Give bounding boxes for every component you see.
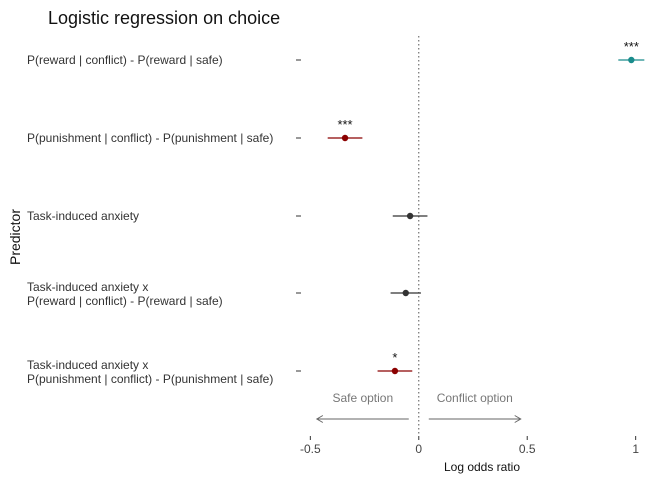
predictor-label: Task-induced anxiety bbox=[27, 209, 139, 223]
safe-option-arrowhead bbox=[315, 415, 324, 423]
y-axis-title: Predictor bbox=[7, 209, 23, 265]
predictor-label: Task-induced anxiety x P(reward | conflic… bbox=[27, 280, 223, 308]
predictor-label: P(reward | conflict) - P(reward | safe) bbox=[27, 53, 223, 67]
point-estimate bbox=[402, 289, 409, 297]
chart-marks: P(reward | conflict) - P(reward | safe) *… bbox=[27, 36, 645, 456]
x-axis-title: Log odds ratio bbox=[444, 460, 520, 474]
x-tick-label: 0 bbox=[415, 442, 422, 456]
point-estimate bbox=[628, 56, 635, 64]
chart-title: Logistic regression on choice bbox=[48, 8, 280, 28]
x-tick-label: -0.5 bbox=[300, 442, 321, 456]
significance-label: * bbox=[392, 350, 397, 365]
point-estimate bbox=[406, 212, 414, 220]
point-estimate bbox=[341, 134, 349, 142]
direction-annotations: Safe option Conflict option bbox=[332, 391, 512, 405]
point-estimate bbox=[391, 367, 399, 375]
conflict-option-label: Conflict option bbox=[437, 391, 513, 405]
x-tick-label: 0.5 bbox=[519, 442, 536, 456]
predictor-label: P(punishment | conflict) - P(punishment … bbox=[27, 131, 273, 145]
x-tick-label: 1 bbox=[632, 442, 639, 456]
safe-option-label: Safe option bbox=[332, 391, 393, 405]
predictor-label: Task-induced anxiety x P(punishment | con… bbox=[27, 358, 273, 386]
significance-label: *** bbox=[624, 39, 639, 54]
conflict-option-arrowhead bbox=[514, 415, 522, 423]
significance-label: *** bbox=[337, 117, 352, 132]
